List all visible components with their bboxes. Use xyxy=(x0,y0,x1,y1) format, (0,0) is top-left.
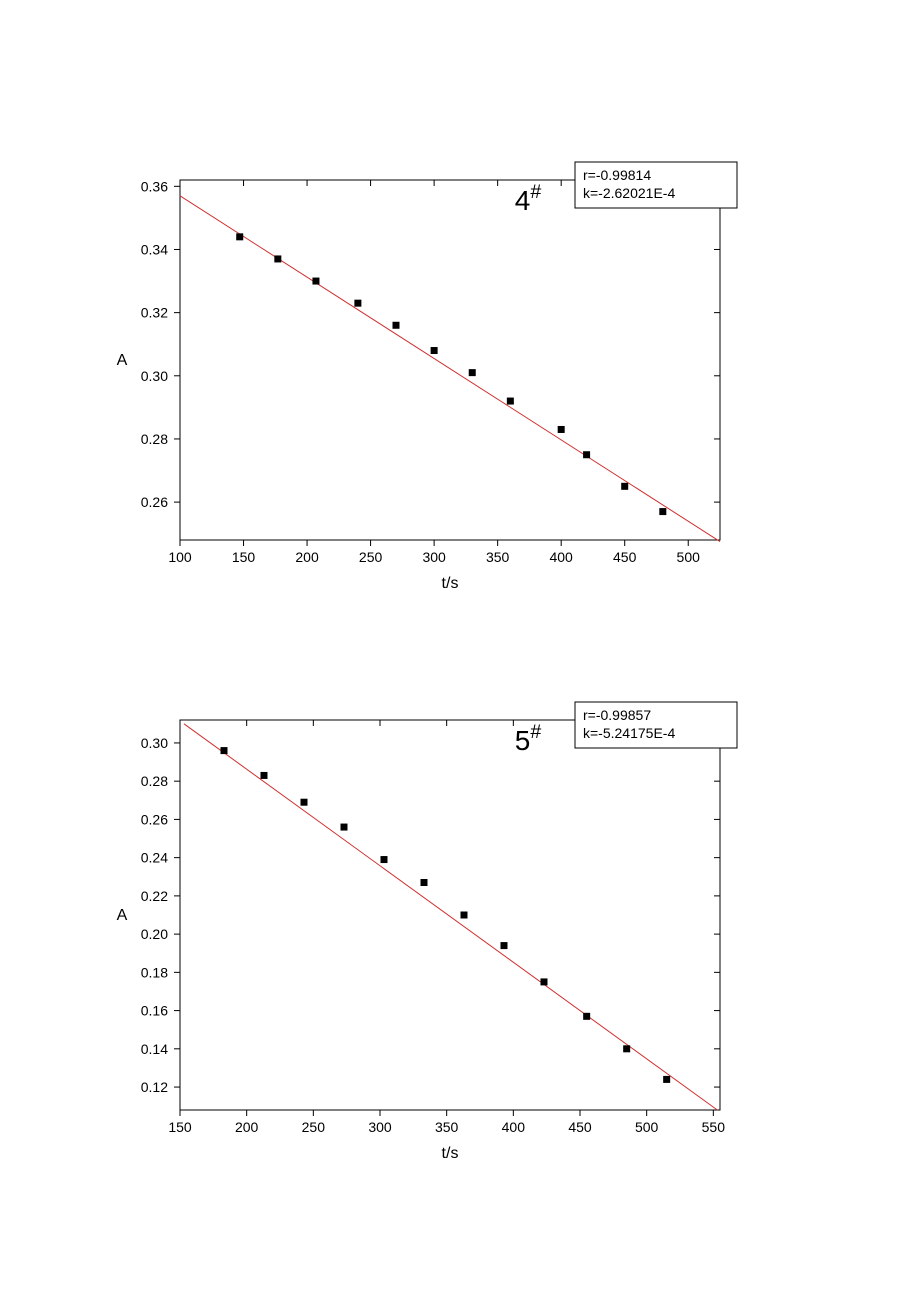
x-tick-label: 350 xyxy=(435,1119,459,1135)
data-point xyxy=(381,856,388,863)
data-point xyxy=(301,799,308,806)
data-point xyxy=(393,322,400,329)
y-tick-label: 0.14 xyxy=(141,1041,168,1057)
y-tick-label: 0.12 xyxy=(141,1079,168,1095)
y-tick-label: 0.24 xyxy=(141,850,168,866)
y-tick-label: 0.36 xyxy=(141,178,168,194)
data-point xyxy=(583,1013,590,1020)
data-point xyxy=(431,347,438,354)
x-tick-label: 200 xyxy=(235,1119,259,1135)
x-tick-label: 450 xyxy=(613,549,637,565)
data-point xyxy=(312,278,319,285)
y-tick-label: 0.26 xyxy=(141,811,168,827)
x-tick-label: 450 xyxy=(568,1119,592,1135)
y-tick-label: 0.28 xyxy=(141,431,168,447)
y-tick-label: 0.16 xyxy=(141,1003,168,1019)
x-tick-label: 300 xyxy=(368,1119,392,1135)
x-tick-label: 500 xyxy=(677,549,701,565)
data-point xyxy=(663,1076,670,1083)
y-tick-label: 0.30 xyxy=(141,368,168,384)
y-axis-label: A xyxy=(117,352,128,369)
data-point xyxy=(461,912,468,919)
x-tick-label: 250 xyxy=(302,1119,326,1135)
y-tick-label: 0.18 xyxy=(141,964,168,980)
x-tick-label: 550 xyxy=(702,1119,726,1135)
x-tick-label: 250 xyxy=(359,549,383,565)
data-point xyxy=(221,747,228,754)
x-tick-label: 300 xyxy=(422,549,446,565)
y-tick-label: 0.34 xyxy=(141,241,168,257)
data-point xyxy=(354,300,361,307)
data-point xyxy=(659,508,666,515)
data-point xyxy=(501,942,508,949)
x-tick-label: 150 xyxy=(168,1119,192,1135)
y-tick-label: 0.32 xyxy=(141,305,168,321)
data-point xyxy=(236,233,243,240)
x-tick-label: 350 xyxy=(486,549,510,565)
y-tick-label: 0.30 xyxy=(141,735,168,751)
x-tick-label: 400 xyxy=(549,549,573,565)
data-point xyxy=(583,451,590,458)
x-axis-label: t/s xyxy=(442,575,459,592)
data-point xyxy=(341,824,348,831)
x-tick-label: 100 xyxy=(168,549,192,565)
data-point xyxy=(621,483,628,490)
x-tick-label: 500 xyxy=(635,1119,659,1135)
stats-r-value: r=-0.99814 xyxy=(583,167,651,183)
plot-frame xyxy=(180,180,720,540)
stats-r-value: r=-0.99857 xyxy=(583,707,651,723)
x-tick-label: 200 xyxy=(295,549,319,565)
data-point xyxy=(261,772,268,779)
x-tick-label: 150 xyxy=(232,549,256,565)
data-point xyxy=(623,1045,630,1052)
data-point xyxy=(421,879,428,886)
y-tick-label: 0.26 xyxy=(141,494,168,510)
x-axis-label: t/s xyxy=(442,1145,459,1162)
x-tick-label: 400 xyxy=(502,1119,526,1135)
stats-k-value: k=-2.62021E-4 xyxy=(583,185,675,201)
y-tick-label: 0.22 xyxy=(141,888,168,904)
y-axis-label: A xyxy=(117,907,128,924)
data-point xyxy=(507,398,514,405)
stats-k-value: k=-5.24175E-4 xyxy=(583,725,675,741)
y-tick-label: 0.20 xyxy=(141,926,168,942)
y-tick-label: 0.28 xyxy=(141,773,168,789)
data-point xyxy=(541,978,548,985)
data-point xyxy=(558,426,565,433)
data-point xyxy=(469,369,476,376)
data-point xyxy=(274,255,281,262)
